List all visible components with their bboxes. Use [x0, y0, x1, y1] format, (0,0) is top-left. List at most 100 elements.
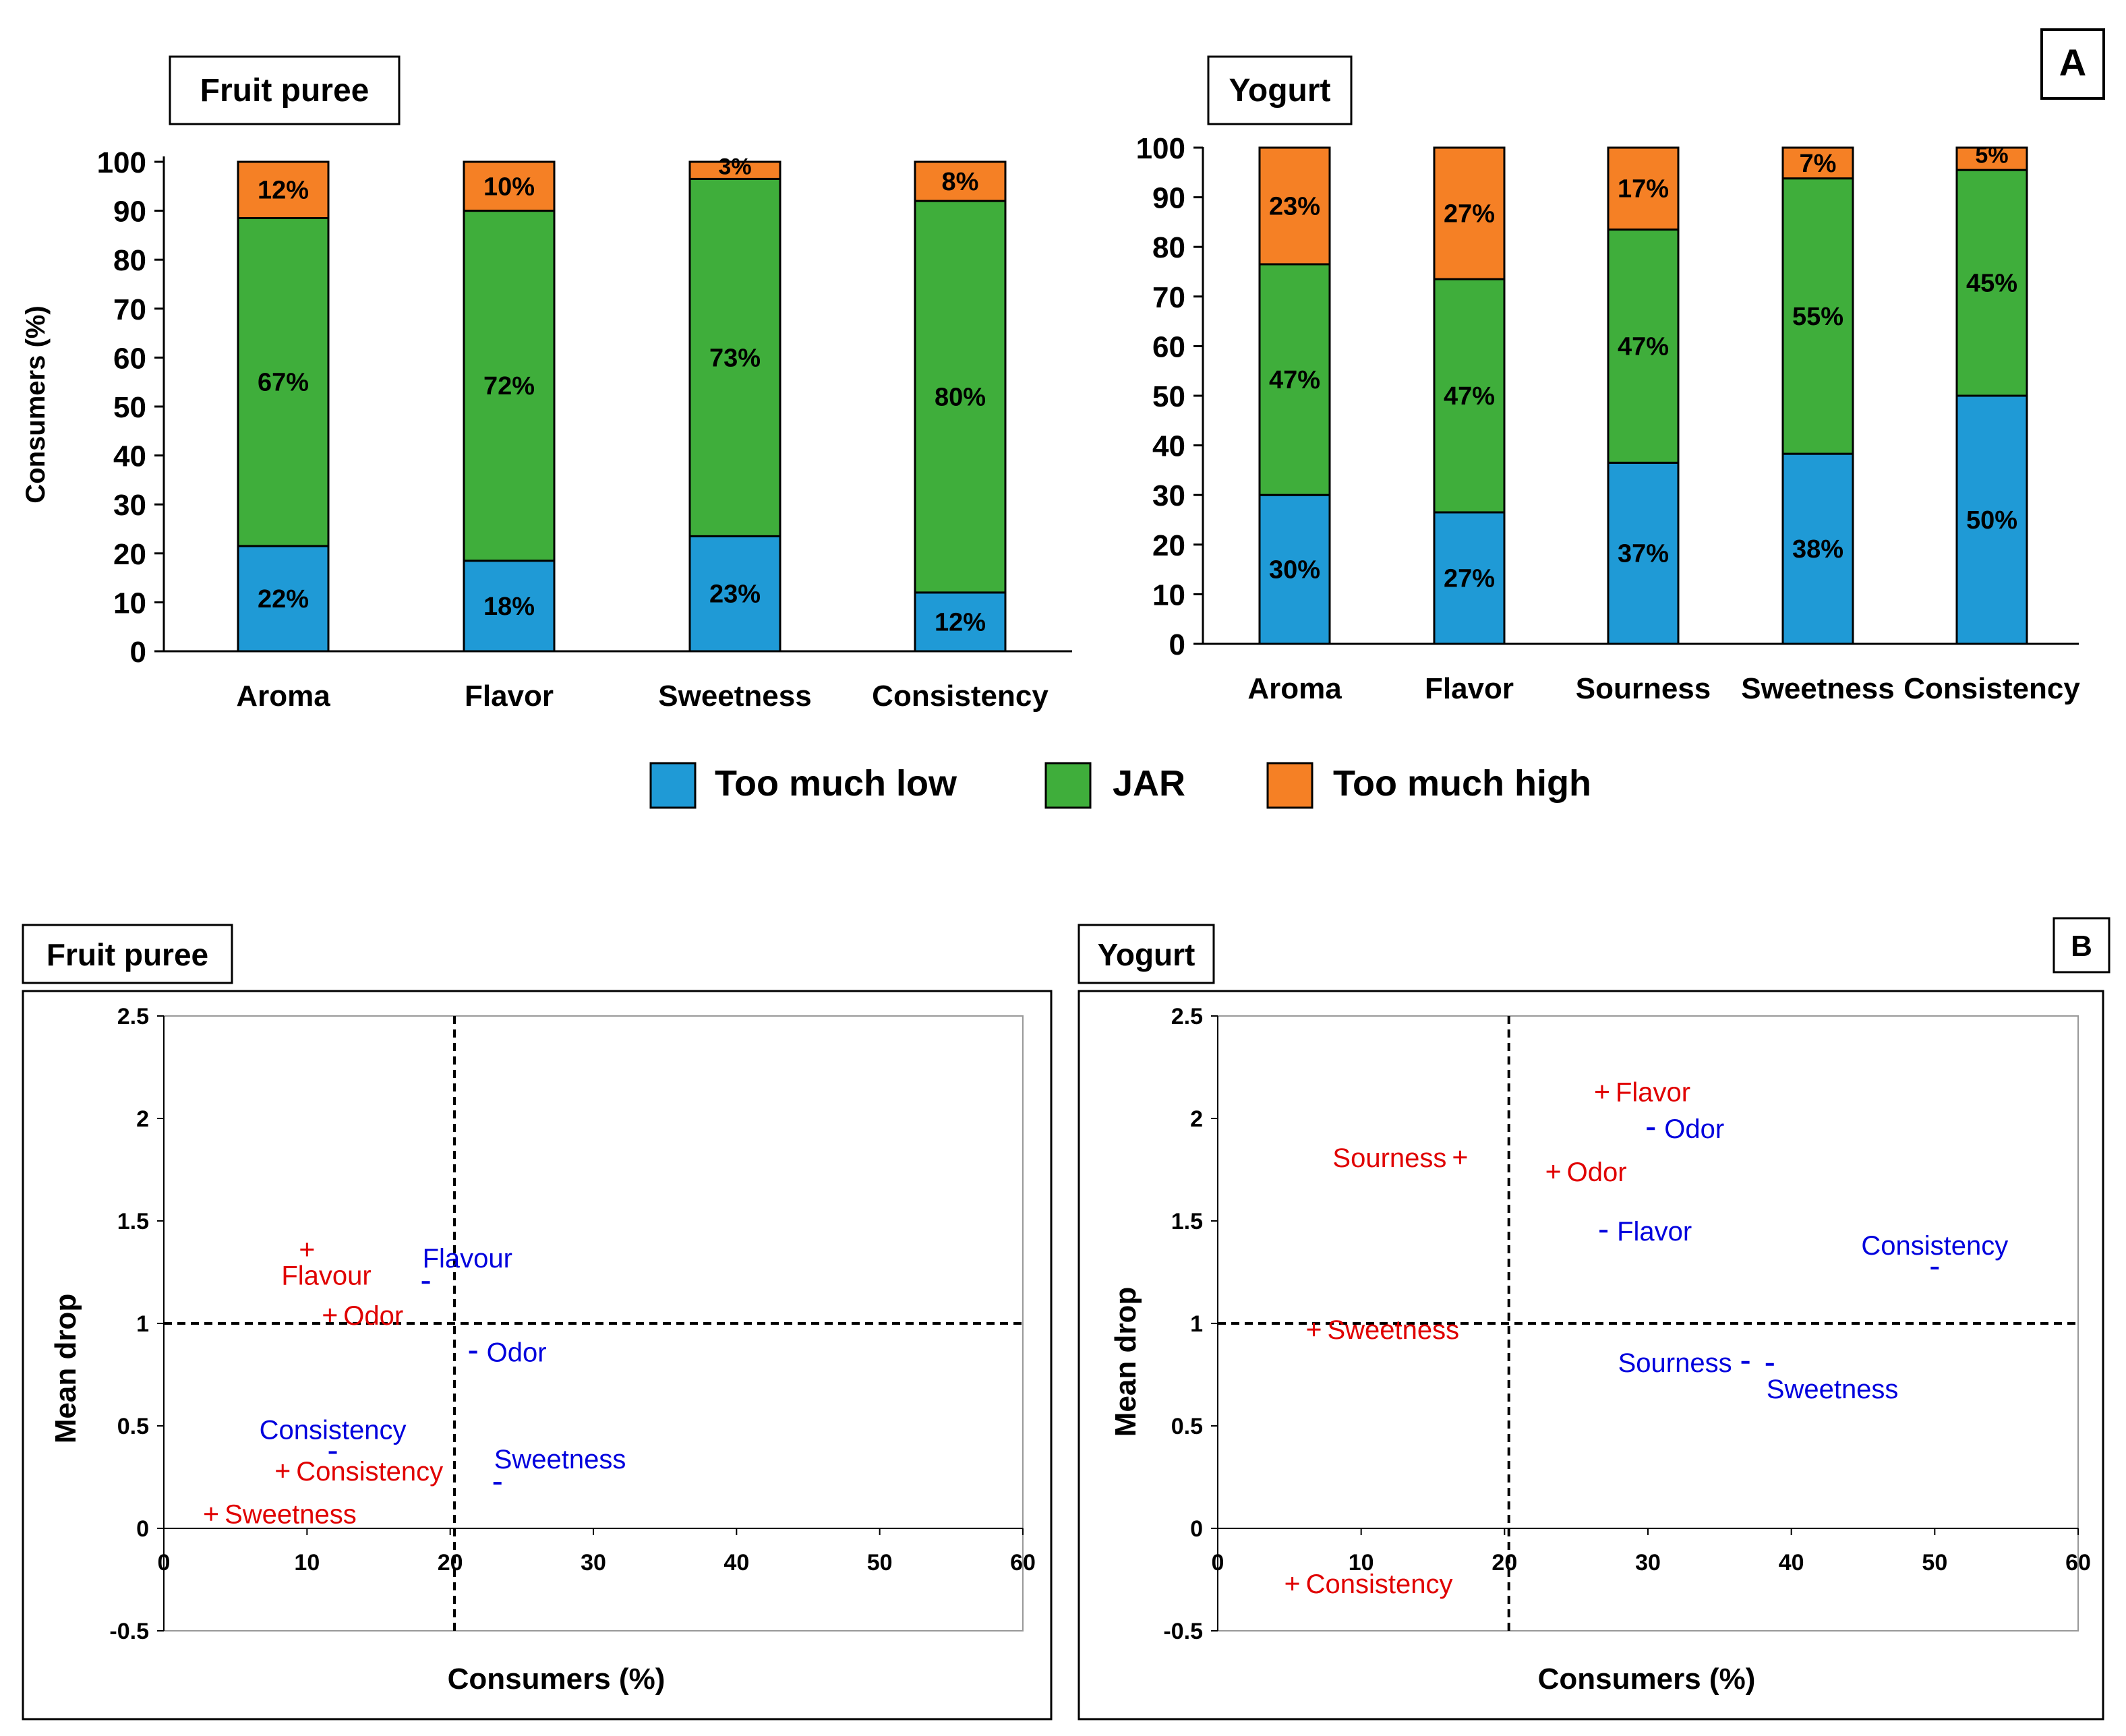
x-tick-label: 60 [1010, 1550, 1036, 1576]
label-minus-flavour: Flavour [423, 1244, 512, 1274]
y-tick-label: 70 [113, 293, 146, 326]
y-tick-label: 0 [1190, 1516, 1203, 1542]
x-tick-label: 40 [724, 1550, 749, 1576]
y-tick-label: 2 [1190, 1106, 1203, 1132]
bar-data-label: 37% [1618, 540, 1669, 568]
x-tick-label: 30 [581, 1550, 606, 1576]
panel-a-label: A [2059, 41, 2086, 84]
label-plus-odor: Odor [343, 1301, 403, 1331]
y-tick-label: 90 [1152, 182, 1185, 215]
y-tick-label: 70 [1152, 281, 1185, 314]
bar-low-aroma [1258, 493, 1331, 645]
bar-high-consistency [1955, 146, 2028, 171]
bar-data-label: 45% [1966, 270, 2017, 298]
x-category-label: Consistency [1903, 672, 2080, 705]
y-tick-label: 0 [130, 636, 146, 669]
marker-plus-odor [323, 1308, 337, 1322]
y-tick-label: 40 [113, 440, 146, 473]
bar-high-consistency [914, 160, 1007, 202]
legend-swatch-too-much-low [649, 762, 697, 809]
fruit-scatter-frame [22, 990, 1053, 1720]
bar-jar-consistency [1955, 169, 2028, 397]
label-minus-sweetness: Sweetness [494, 1445, 626, 1474]
fruit-scatter-title-box [22, 924, 233, 984]
y-tick-label: 100 [97, 146, 146, 179]
label-plus-consistency: Consistency [1306, 1569, 1453, 1599]
y-tick-label: 1 [1190, 1311, 1203, 1337]
bar-data-label: 12% [935, 608, 986, 636]
marker-plus-flavor [1595, 1085, 1609, 1099]
y-tick-label: 50 [1152, 380, 1185, 413]
y-tick-label: 10 [1152, 578, 1185, 611]
fruit-y-axis-label: Consumers (%) [21, 305, 51, 503]
bar-data-label: 73% [709, 344, 761, 372]
marker-plus-odor [1546, 1165, 1560, 1179]
bar-data-label: 7% [1800, 150, 1837, 178]
x-tick-label: 40 [1779, 1550, 1804, 1576]
bar-data-label: 18% [483, 593, 535, 621]
bar-jar-sourness [1607, 228, 1680, 464]
y-tick-label: 1 [136, 1311, 149, 1337]
bar-data-label: 80% [935, 383, 986, 411]
legend-label-jar: JAR [1113, 763, 1185, 804]
bar-high-aroma [1258, 146, 1331, 266]
y-tick-label: -0.5 [1163, 1619, 1203, 1644]
y-tick-label: -0.5 [109, 1619, 149, 1644]
bar-data-label: 23% [1269, 192, 1320, 220]
label-plus-sourness: Sourness [1332, 1143, 1446, 1173]
bar-data-label: 50% [1966, 506, 2017, 535]
bar-data-label: 47% [1618, 332, 1669, 361]
legend-label-too-much-high: Too much high [1333, 763, 1591, 804]
bar-high-aroma [237, 160, 330, 219]
y-tick-label: 90 [113, 196, 146, 229]
label-plus-flavour: Flavour [281, 1261, 371, 1291]
x-category-label: Flavor [1425, 672, 1514, 705]
x-category-label: Consistency [872, 680, 1049, 713]
y-tick-label: 30 [1152, 479, 1185, 512]
marker-plus-consistency [1285, 1577, 1299, 1591]
legend-swatch-too-much-high [1266, 762, 1313, 809]
marker-plus-consistency [276, 1464, 290, 1478]
y-tick-label: 10 [113, 587, 146, 620]
marker-plus-flavour [300, 1243, 314, 1257]
chart-a-fruit: Fruit puree Consumers (%) 0 10 20 30 40 50 60 7… [21, 55, 1072, 713]
chart-b-fruit: Fruit puree Mean drop Consumers (%) -0.5… [22, 924, 1053, 1720]
legend: Too much low JAR Too much high [649, 762, 1591, 809]
x-category-label: Sourness [1576, 672, 1711, 705]
panel-b-label: B [2071, 930, 2092, 963]
label-minus-flavor: Flavor [1617, 1217, 1692, 1247]
y-tick-label: 1.5 [117, 1209, 149, 1234]
bar-low-sourness [1607, 461, 1680, 645]
x-tick-label: 50 [867, 1550, 893, 1576]
bar-data-label: 22% [258, 585, 309, 613]
bar-jar-flavor [1433, 278, 1506, 514]
marker-plus-sourness [1453, 1150, 1467, 1164]
label-plus-odor: Odor [1567, 1158, 1627, 1187]
y-tick-label: 60 [113, 342, 146, 375]
chart-a-yogurt: Yogurt 0 10 20 30 40 50 60 70 80 90 100 30% 47% 23% A… [1136, 55, 2080, 705]
legend-label-too-much-low: Too much low [715, 763, 957, 804]
label-plus-sweetness: Sweetness [1327, 1315, 1459, 1345]
label-minus-sweetness: Sweetness [1767, 1375, 1899, 1404]
bar-data-label: 30% [1269, 556, 1320, 585]
bar-data-label: 27% [1444, 564, 1495, 593]
fruit-scatter-title: Fruit puree [47, 937, 208, 972]
bar-low-aroma [237, 545, 330, 653]
marker-plus-sweetness [204, 1507, 218, 1521]
bar-low-sweetness [1781, 452, 1854, 645]
label-minus-consistency: Consistency [1861, 1231, 2008, 1261]
yogurt-scatter-frame [1077, 990, 2104, 1720]
label-plus-consistency: Consistency [296, 1457, 443, 1487]
fruit-scatter-xlabel: Consumers (%) [448, 1663, 666, 1696]
label-minus-odor: Odor [1664, 1114, 1724, 1144]
bar-high-flavor [1433, 146, 1506, 280]
y-tick-label: 80 [1152, 231, 1185, 264]
bar-data-label: 47% [1269, 366, 1320, 394]
bar-high-sweetness [688, 160, 781, 180]
y-tick-label: 0.5 [1171, 1414, 1203, 1439]
bar-data-label: 8% [942, 168, 979, 196]
bar-low-flavor [463, 560, 556, 653]
y-tick-label: 80 [113, 244, 146, 277]
y-tick-label: 40 [1152, 430, 1185, 463]
yogurt-title-box [1207, 55, 1353, 125]
